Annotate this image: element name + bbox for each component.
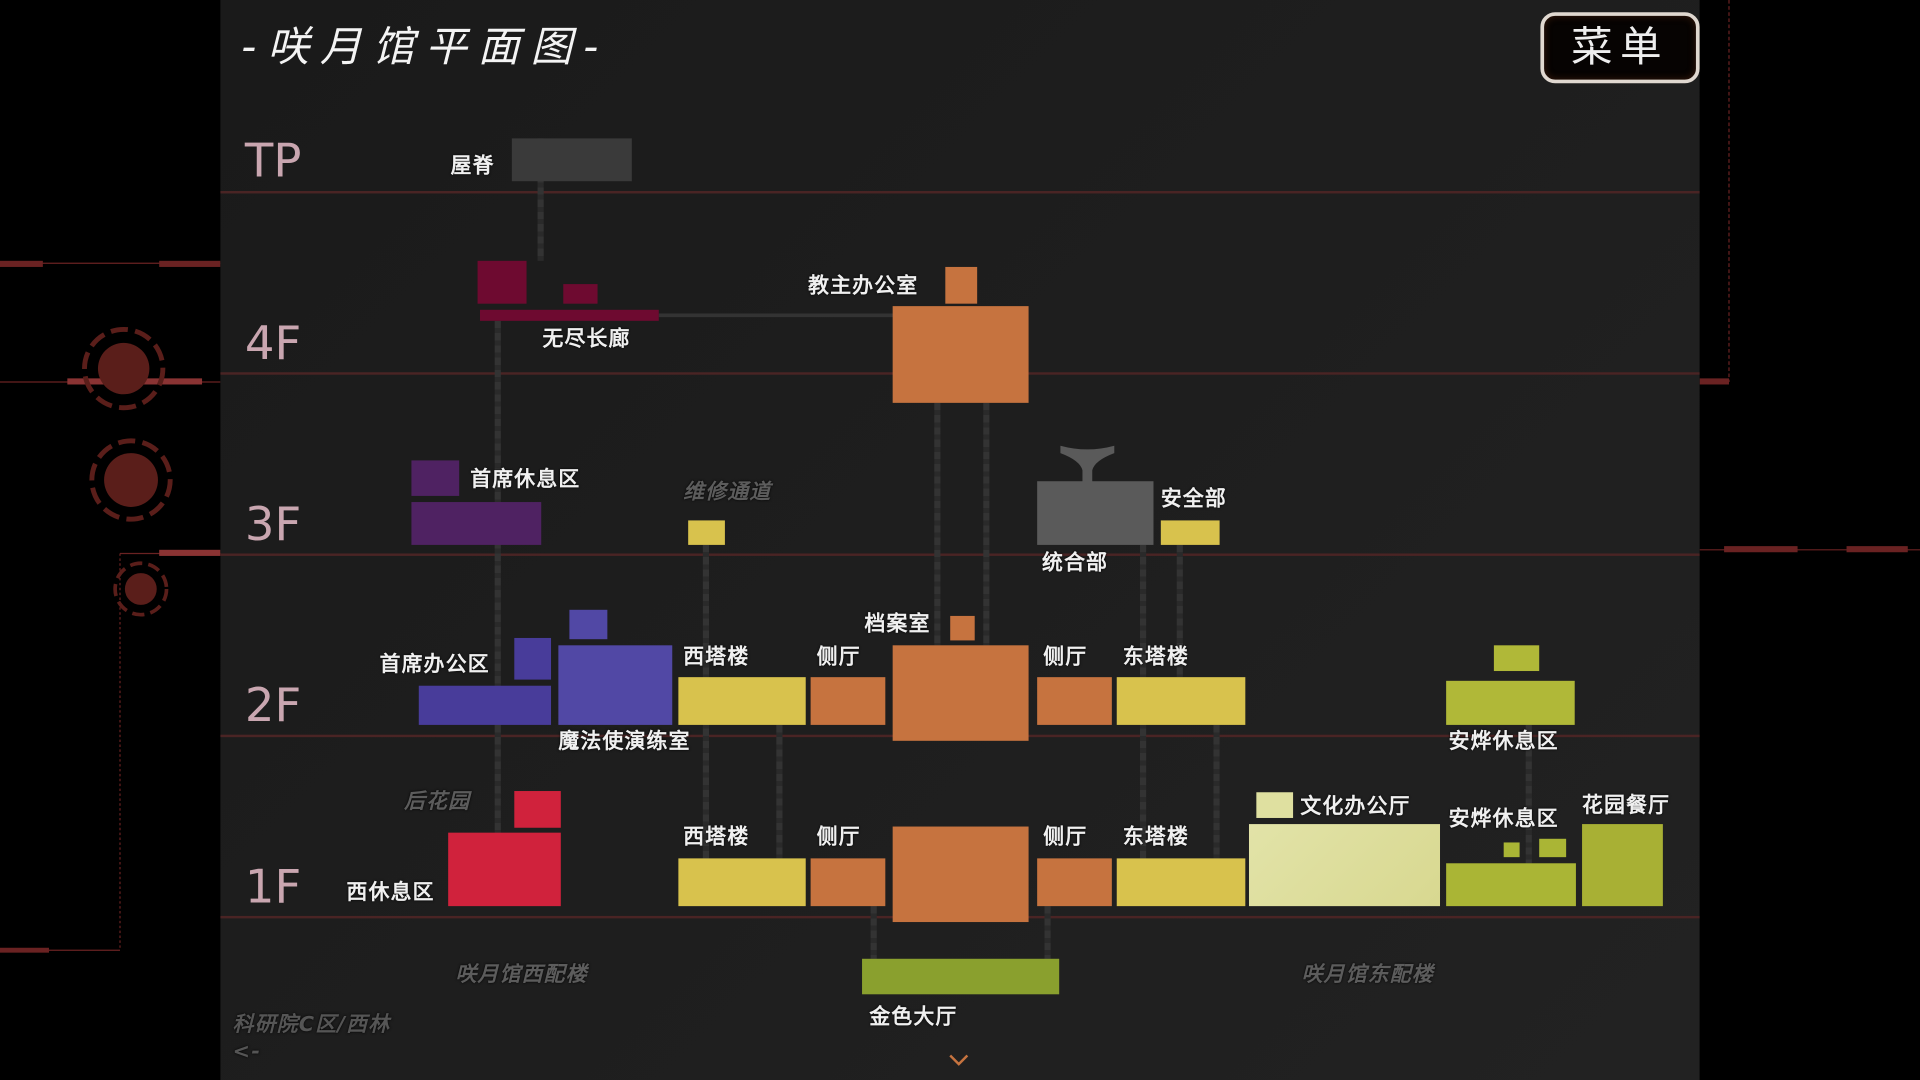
connector — [658, 313, 894, 318]
room-label: 首席办公区 — [379, 652, 490, 678]
room-side-hall-west-1f[interactable] — [810, 858, 886, 907]
room-block[interactable] — [950, 615, 975, 641]
room-block[interactable] — [1493, 645, 1540, 672]
room-anye-lounge-1f[interactable] — [1446, 863, 1576, 907]
connector — [934, 402, 941, 646]
floor-label-1f: 1F — [244, 859, 302, 914]
room-chief-lounge[interactable] — [411, 502, 542, 545]
y-shaped-icon — [1060, 445, 1115, 505]
room-golden-hall[interactable] — [862, 958, 1060, 995]
exit-link[interactable]: 科研院C区/西林 — [232, 1012, 391, 1038]
connector — [1044, 906, 1051, 959]
wing-label-west: 咲月馆西配楼 — [455, 962, 588, 987]
room-block[interactable] — [569, 609, 608, 640]
room-label: 屋脊 — [450, 154, 495, 179]
room-archive[interactable] — [892, 645, 1029, 741]
room-block[interactable] — [477, 260, 527, 304]
room-label: 安烨休息区 — [1448, 806, 1559, 832]
connector — [870, 906, 877, 959]
connector — [1176, 544, 1183, 678]
room-block[interactable] — [1539, 838, 1567, 858]
room-endless-corridor[interactable] — [480, 309, 659, 321]
room-side-hall-east-2f[interactable] — [1037, 677, 1112, 725]
room-label: 档案室 — [864, 612, 931, 637]
room-roof-ridge[interactable] — [511, 138, 632, 182]
room-label: 西休息区 — [346, 880, 435, 905]
room-label: 统合部 — [1042, 551, 1109, 576]
room-label: 无尽长廊 — [542, 326, 631, 352]
room-mage-training-room[interactable] — [558, 645, 673, 725]
room-central-hall-1f[interactable] — [892, 826, 1029, 923]
connector — [1213, 724, 1220, 859]
floor-label-2f: 2F — [244, 678, 302, 733]
floor-line — [220, 191, 1700, 194]
floor-label-tp: TP — [244, 133, 302, 188]
room-label: 教主办公室 — [808, 274, 919, 299]
room-chief-office-area[interactable] — [418, 685, 552, 725]
room-label: 西塔楼 — [683, 645, 750, 670]
room-label: 东塔楼 — [1122, 825, 1189, 850]
room-side-hall-west-2f[interactable] — [810, 677, 886, 725]
connector — [776, 724, 783, 859]
room-anye-lounge-2f[interactable] — [1446, 680, 1575, 725]
room-label: 侧厅 — [1043, 645, 1088, 670]
room-bishop-office[interactable] — [892, 306, 1029, 403]
room-label: 西塔楼 — [683, 825, 750, 850]
room-block[interactable] — [563, 284, 598, 304]
chevron-down-icon[interactable] — [948, 1053, 970, 1068]
room-west-tower-2f[interactable] — [678, 677, 806, 725]
room-west-lounge[interactable] — [448, 832, 561, 907]
decoration-left — [0, 260, 221, 953]
page-title: -咲月馆平面图- — [241, 23, 610, 73]
floor-label-3f: 3F — [244, 497, 302, 552]
connector — [494, 320, 501, 860]
room-maintenance-passage[interactable] — [688, 520, 725, 545]
back-arrow-icon[interactable]: <- — [232, 1039, 262, 1065]
room-block[interactable] — [411, 460, 460, 496]
room-garden-restaurant[interactable] — [1582, 824, 1663, 907]
room-label: 花园餐厅 — [1582, 793, 1671, 818]
room-culture-office[interactable] — [1248, 824, 1441, 907]
wing-label-east: 咲月馆东配楼 — [1301, 962, 1434, 987]
room-block[interactable] — [1503, 842, 1520, 858]
decoration-right — [1699, 0, 1920, 553]
connector — [537, 138, 544, 261]
room-security-dept[interactable] — [1160, 520, 1220, 545]
room-east-tower-2f[interactable] — [1116, 677, 1246, 725]
room-label: 金色大厅 — [869, 1005, 958, 1030]
menu-button[interactable]: 菜单 — [1540, 12, 1700, 84]
room-label: 侧厅 — [816, 645, 861, 670]
room-label: 侧厅 — [1043, 825, 1088, 850]
room-integration-dept[interactable] — [1037, 481, 1154, 545]
room-label: 安全部 — [1160, 487, 1227, 512]
room-label: 首席休息区 — [470, 467, 581, 493]
room-label: 东塔楼 — [1122, 645, 1189, 670]
room-east-tower-1f[interactable] — [1116, 858, 1246, 907]
room-label: 后花园 — [404, 789, 471, 815]
floor-label-4f: 4F — [244, 315, 302, 370]
room-label: 维修通道 — [683, 480, 772, 505]
room-block[interactable] — [1256, 792, 1294, 818]
room-side-hall-east-1f[interactable] — [1037, 858, 1112, 907]
room-label: 文化办公厅 — [1300, 794, 1411, 820]
room-label: 安烨休息区 — [1448, 729, 1559, 755]
room-label: 侧厅 — [816, 825, 861, 850]
room-label: 魔法使演练室 — [558, 729, 691, 755]
room-block[interactable] — [945, 266, 978, 304]
connector — [983, 402, 990, 646]
connector — [1525, 724, 1532, 864]
room-block[interactable] — [514, 791, 561, 828]
floor-line — [220, 553, 1700, 556]
room-block[interactable] — [514, 637, 552, 680]
room-west-tower-1f[interactable] — [678, 858, 806, 907]
